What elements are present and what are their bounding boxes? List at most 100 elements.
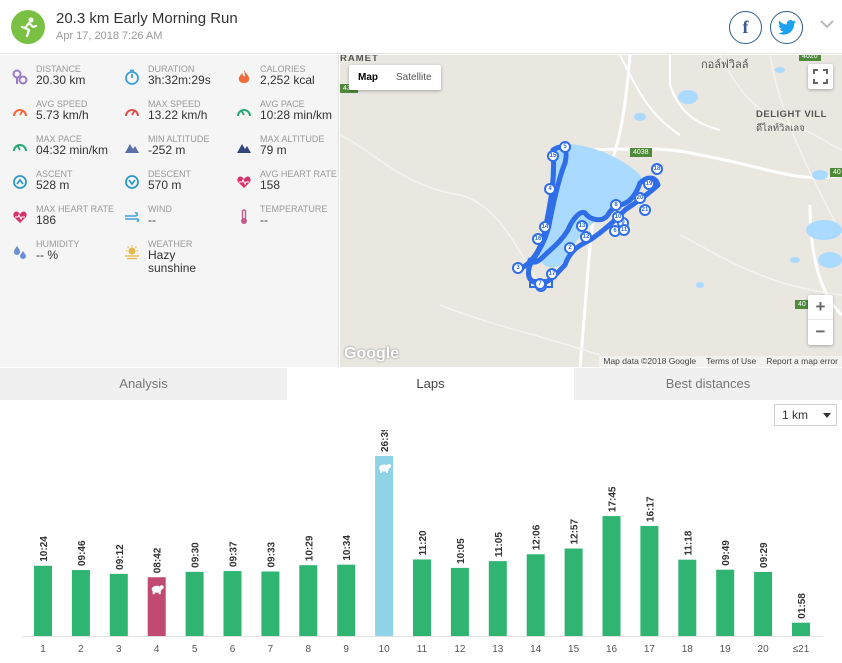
- route-marker[interactable]: 4: [544, 183, 556, 195]
- report-error-link[interactable]: Report a map error: [766, 356, 838, 366]
- stat-max-speed: Max Speed 13.22 km/h: [124, 99, 234, 133]
- wind-icon: [125, 212, 140, 222]
- route-marker[interactable]: 5: [559, 141, 571, 153]
- lap-number-label: 14: [530, 644, 542, 655]
- tab-laps[interactable]: Laps: [287, 368, 574, 400]
- stat-value: 570 m: [148, 178, 182, 192]
- stat-label: Max Altitude: [260, 134, 325, 144]
- lap-bar[interactable]: [792, 622, 810, 636]
- twitter-share-button[interactable]: [770, 11, 803, 44]
- route-marker[interactable]: 10: [612, 211, 624, 223]
- lap-number-label: 1: [40, 644, 46, 655]
- lap-time-label: 10:34: [342, 535, 353, 561]
- lap-bar[interactable]: [413, 559, 431, 636]
- lap-time-label: 09:29: [759, 542, 770, 568]
- lap-bar[interactable]: [185, 571, 204, 636]
- lap-number-label: 18: [682, 644, 694, 655]
- lap-unit-select[interactable]: 1 km: [774, 404, 837, 426]
- thermometer-icon: [241, 209, 247, 224]
- map-type-map-button[interactable]: Map: [358, 72, 378, 83]
- rabbit-icon: [151, 585, 164, 595]
- stat-value: 3h:32m:29s: [148, 73, 211, 87]
- lap-bar[interactable]: [299, 565, 318, 636]
- lap-bar[interactable]: [109, 573, 128, 636]
- lap-time-label: 12:06: [532, 524, 543, 550]
- lap-bar[interactable]: [147, 577, 166, 636]
- stat-label: Ascent: [36, 169, 73, 179]
- lap-number-label: 11: [417, 644, 428, 655]
- route-marker[interactable]: 16: [532, 233, 544, 245]
- stats-panel: Distance 20.30 km Duration 3h:32m:29s Calori…: [0, 55, 339, 367]
- route-marker[interactable]: 12: [580, 231, 592, 243]
- route-marker[interactable]: 8: [610, 199, 622, 211]
- route-marker[interactable]: 19: [643, 178, 655, 190]
- stat-max-altitude: Max Altitude 79 m: [236, 134, 346, 168]
- lap-bar[interactable]: [71, 570, 90, 636]
- route-marker[interactable]: 20: [634, 192, 646, 204]
- lap-bar[interactable]: [375, 456, 394, 636]
- lap-bar[interactable]: [602, 516, 621, 636]
- lap-bar[interactable]: [34, 565, 52, 636]
- road-number: 4038: [630, 148, 652, 157]
- route-marker[interactable]: 17: [546, 268, 558, 280]
- lap-bar[interactable]: [526, 554, 545, 636]
- caret-down-icon: [823, 413, 831, 418]
- lap-time-label: 26:39: [380, 430, 391, 452]
- lap-bar[interactable]: [261, 571, 280, 636]
- lap-time-label: 08:42: [153, 547, 164, 573]
- lap-bar[interactable]: [564, 548, 583, 636]
- lap-bar[interactable]: [450, 567, 469, 636]
- stat-label: Humidity: [36, 239, 80, 249]
- map-type-satellite-button[interactable]: Satellite: [396, 72, 432, 83]
- tab-analysis[interactable]: Analysis: [119, 376, 168, 391]
- route-marker[interactable]: 14: [539, 221, 551, 233]
- lap-bar[interactable]: [488, 561, 507, 636]
- stat-avg-heart-rate: Avg Heart Rate 158: [236, 169, 346, 203]
- lap-bar[interactable]: [337, 564, 356, 636]
- route-marker[interactable]: 2: [564, 242, 576, 254]
- lap-time-label: 09:33: [266, 541, 277, 567]
- analysis-tabs: Analysis Laps Best distances: [0, 368, 842, 400]
- stat-value: -252 m: [148, 143, 186, 157]
- turtle-icon: [379, 464, 392, 473]
- stat-humidity: Humidity -- %: [12, 239, 122, 273]
- route-marker[interactable]: 18: [651, 163, 663, 175]
- terms-link[interactable]: Terms of Use: [706, 356, 757, 366]
- stat-label: Avg Heart Rate: [260, 169, 337, 179]
- route-marker[interactable]: 11: [618, 224, 630, 236]
- stat-label: Min Altitude: [148, 134, 210, 144]
- lap-number-label: 2: [78, 644, 84, 655]
- activity-title: 20.3 km Early Morning Run: [56, 10, 238, 27]
- zoom-out-button[interactable]: −: [815, 322, 826, 341]
- stat-min-altitude: Min Altitude -252 m: [124, 134, 234, 168]
- lap-bar[interactable]: [640, 526, 659, 636]
- droplets-icon: [14, 246, 26, 259]
- google-logo: Google: [344, 345, 400, 362]
- lap-time-label: 09:46: [77, 540, 88, 566]
- route-marker[interactable]: 7: [534, 278, 546, 290]
- route-map[interactable]: RAMET กอล์ฟวิลล์ DELIGHT VILL ดีไลท์วิลเ…: [340, 55, 842, 367]
- lap-bar[interactable]: [754, 571, 773, 636]
- facebook-share-button[interactable]: f: [729, 11, 762, 44]
- route-marker[interactable]: 3: [512, 262, 524, 274]
- route-marker[interactable]: 15: [547, 150, 559, 162]
- fullscreen-button[interactable]: [808, 64, 833, 89]
- route-marker[interactable]: 21: [639, 204, 651, 216]
- lap-number-label: 7: [268, 644, 274, 655]
- road-number: 436: [340, 84, 358, 93]
- stat-value: 04:32 min/km: [36, 143, 109, 157]
- zoom-in-button[interactable]: +: [808, 295, 833, 320]
- stat-avg-pace: Avg Pace 10:28 min/km: [236, 99, 346, 133]
- activity-date: Apr 17, 2018 7:26 AM: [56, 30, 163, 42]
- lap-bar[interactable]: [716, 569, 735, 636]
- route-marker[interactable]: 13: [576, 220, 588, 232]
- lap-number-label: 8: [306, 644, 312, 655]
- tab-best-distances[interactable]: Best distances: [665, 376, 751, 391]
- stat-label: Distance: [36, 64, 81, 74]
- lap-bar[interactable]: [223, 571, 242, 636]
- stat-value: 20.30 km: [36, 73, 86, 87]
- lap-bar[interactable]: [678, 559, 697, 636]
- chevron-down-icon[interactable]: [820, 19, 834, 29]
- lap-time-label: 16:17: [645, 496, 656, 522]
- stat-label: Avg Pace: [260, 99, 305, 109]
